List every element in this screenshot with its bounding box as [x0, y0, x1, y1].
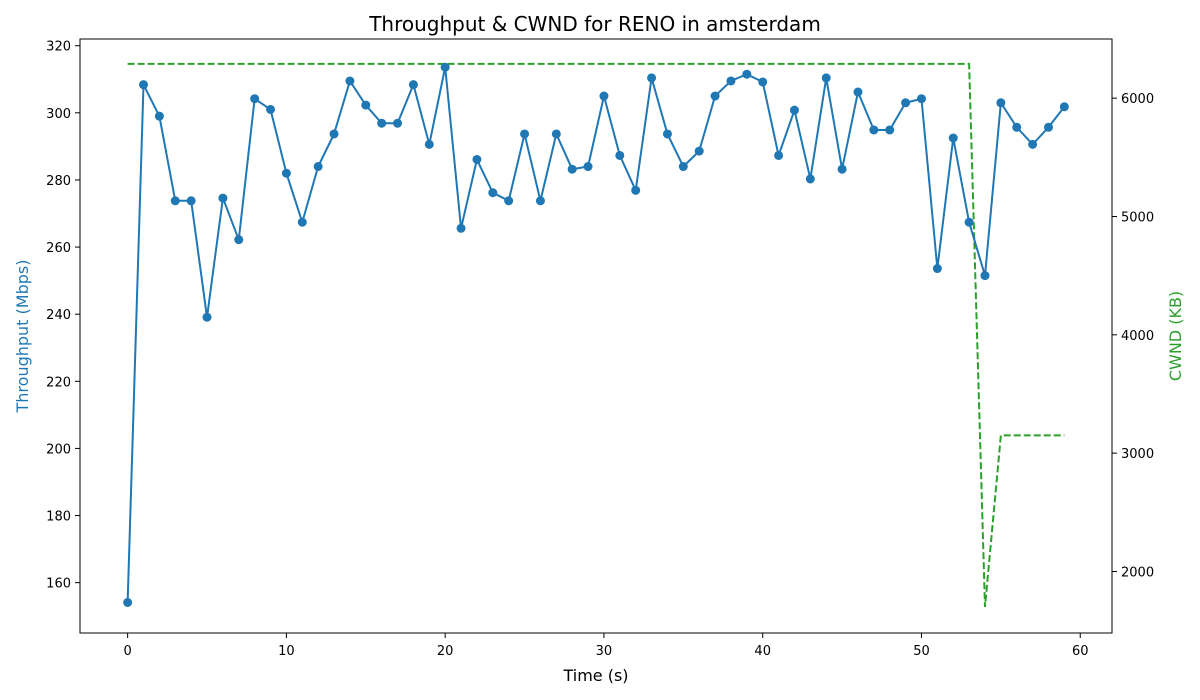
throughput-point — [647, 73, 657, 83]
x-tick-label: 10 — [278, 644, 295, 659]
throughput-point — [964, 217, 974, 227]
throughput-point — [758, 77, 768, 87]
throughput-point — [472, 154, 482, 164]
throughput-point — [313, 162, 323, 172]
x-axis-label: Time (s) — [562, 666, 628, 685]
throughput-point — [393, 118, 403, 128]
x-tick-label: 0 — [123, 644, 131, 659]
throughput-point — [408, 80, 418, 90]
x-tick-label: 30 — [596, 644, 613, 659]
y-left-tick-label: 300 — [46, 107, 71, 122]
x-tick-label: 20 — [437, 644, 454, 659]
throughput-line — [126, 66, 1066, 603]
throughput-point — [901, 98, 911, 108]
y-axis-left: 160 180 200 220 240 260 280 300 320 — [46, 40, 80, 592]
throughput-point — [250, 94, 260, 104]
cwnd-line — [127, 62, 1065, 608]
throughput-point — [218, 193, 228, 203]
throughput-point — [424, 139, 434, 149]
throughput-point — [567, 164, 577, 174]
throughput-point — [202, 312, 212, 322]
throughput-point — [789, 105, 799, 115]
throughput-point — [742, 69, 752, 79]
y-left-tick-label: 200 — [46, 442, 71, 457]
y-right-tick-label: 5000 — [1121, 210, 1154, 225]
throughput-point — [456, 223, 466, 233]
throughput-point — [1059, 102, 1069, 112]
throughput-point — [123, 597, 133, 607]
throughput-point — [345, 76, 355, 86]
throughput-point — [853, 87, 863, 97]
throughput-point — [694, 146, 704, 156]
y-right-tick-label: 6000 — [1121, 92, 1154, 107]
throughput-point — [551, 129, 561, 139]
y-left-tick-label: 220 — [46, 375, 71, 390]
throughput-point — [1028, 139, 1038, 149]
throughput-point — [281, 168, 291, 178]
plot-frame — [79, 38, 1113, 634]
throughput-point — [980, 271, 990, 281]
throughput-point — [186, 196, 196, 206]
y-axis-left-label: Throughput (Mbps) — [13, 260, 32, 414]
throughput-point — [361, 100, 371, 110]
throughput-point — [678, 162, 688, 172]
throughput-point — [726, 76, 736, 86]
throughput-point — [885, 125, 895, 135]
throughput-point — [520, 129, 530, 139]
throughput-point — [1043, 122, 1053, 132]
chart-title: Throughput & CWND for RENO in amsterdam — [368, 12, 821, 36]
y-left-tick-label: 280 — [46, 174, 71, 189]
throughput-point — [139, 80, 149, 90]
y-left-tick-label: 160 — [46, 577, 71, 592]
throughput-point — [615, 150, 625, 160]
x-tick-label: 60 — [1072, 644, 1089, 659]
throughput-point — [805, 174, 815, 184]
throughput-point — [329, 129, 339, 139]
throughput-point — [234, 235, 244, 245]
y-right-tick-label: 4000 — [1121, 329, 1154, 344]
y-left-tick-label: 240 — [46, 308, 71, 323]
x-axis: 0 10 20 30 40 50 60 — [123, 633, 1089, 659]
throughput-point — [821, 73, 831, 83]
y-right-tick-label: 2000 — [1121, 565, 1154, 580]
y-right-tick-label: 3000 — [1121, 447, 1154, 462]
throughput-point — [948, 133, 958, 143]
throughput-point — [662, 129, 672, 139]
y-left-tick-label: 180 — [46, 510, 71, 525]
throughput-point — [996, 98, 1006, 108]
x-tick-label: 40 — [754, 644, 771, 659]
y-axis-right: 2000 3000 4000 5000 6000 — [1112, 92, 1154, 580]
throughput-point — [377, 118, 387, 128]
throughput-point — [154, 111, 164, 121]
throughput-point — [583, 162, 593, 172]
throughput-point — [504, 196, 514, 206]
x-tick-label: 50 — [913, 644, 930, 659]
throughput-point — [710, 91, 720, 101]
cwnd-series — [127, 62, 1065, 608]
throughput-point — [297, 217, 307, 227]
throughput-point — [774, 150, 784, 160]
y-axis-right-label: CWND (KB) — [1166, 291, 1185, 381]
throughput-point — [916, 94, 926, 104]
throughput-point — [869, 125, 879, 135]
throughput-point — [837, 164, 847, 174]
throughput-point — [932, 264, 942, 274]
y-left-tick-label: 260 — [46, 241, 71, 256]
throughput-point — [599, 91, 609, 101]
throughput-point — [488, 188, 498, 198]
throughput-point — [266, 104, 276, 114]
throughput-point — [631, 185, 641, 195]
throughput-point — [440, 62, 450, 72]
y-left-tick-label: 320 — [46, 40, 71, 55]
throughput-point — [1012, 122, 1022, 132]
throughput-point — [535, 196, 545, 206]
throughput-point — [170, 196, 180, 206]
throughput-series — [123, 62, 1069, 607]
